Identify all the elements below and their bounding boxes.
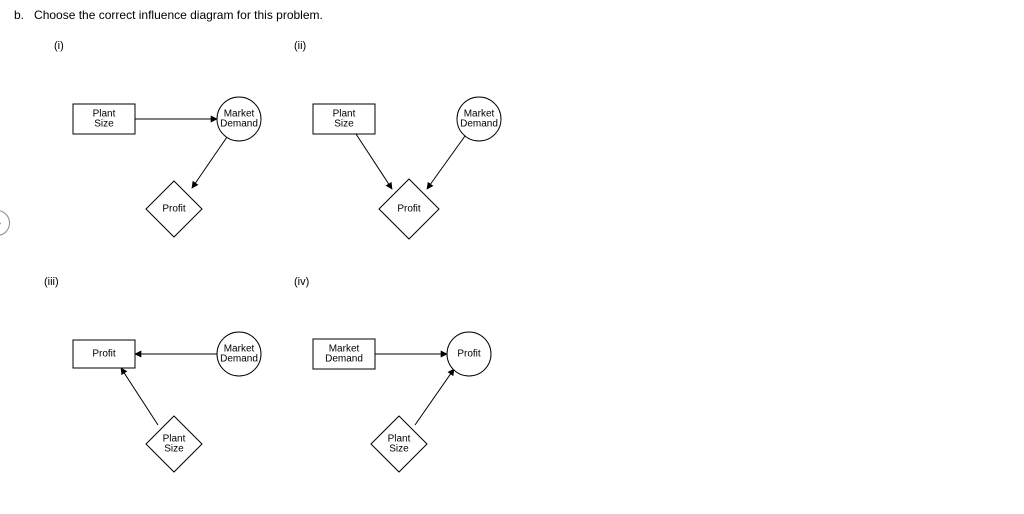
svg-text:Profit: Profit — [397, 204, 421, 215]
diagram-iii: ProfitMarketDemandPlantSize — [54, 324, 294, 514]
svg-text:Size: Size — [334, 119, 354, 130]
svg-text:Profit: Profit — [457, 349, 481, 360]
diagram-area: (i) (ii) (iii) (iv) PlantSizeMarketDeman… — [14, 34, 1010, 504]
svg-text:Size: Size — [94, 119, 114, 130]
svg-text:Demand: Demand — [325, 354, 363, 365]
question-body: Choose the correct influence diagram for… — [34, 8, 323, 22]
diagram-iv: MarketDemandProfitPlantSize — [294, 324, 534, 514]
question-prefix: b. — [14, 8, 24, 22]
svg-text:Profit: Profit — [162, 204, 186, 215]
svg-text:Demand: Demand — [460, 119, 498, 130]
question-text: b. Choose the correct influence diagram … — [14, 8, 1010, 22]
svg-text:Demand: Demand — [220, 354, 258, 365]
svg-text:Profit: Profit — [92, 349, 116, 360]
prev-page-button[interactable]: > — [0, 210, 10, 236]
chevron-right-icon: > — [0, 215, 1, 231]
diagram-ii: PlantSizeMarketDemandProfit — [294, 89, 534, 279]
label-ii: (ii) — [294, 40, 306, 52]
svg-text:Size: Size — [389, 444, 409, 455]
svg-text:Demand: Demand — [220, 119, 258, 130]
svg-text:Size: Size — [164, 444, 184, 455]
diagram-i: PlantSizeMarketDemandProfit — [54, 89, 294, 279]
label-i: (i) — [54, 40, 64, 52]
